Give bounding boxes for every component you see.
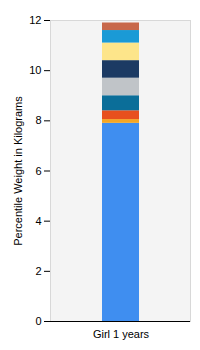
svg-text:2: 2 [35,265,41,277]
svg-text:Girl 1 years: Girl 1 years [93,328,150,340]
svg-text:12: 12 [29,14,41,26]
svg-text:0: 0 [35,315,41,327]
svg-text:6: 6 [35,165,41,177]
svg-text:4: 4 [35,215,41,227]
svg-text:10: 10 [29,64,41,76]
svg-text:8: 8 [35,114,41,126]
svg-text:Percentile Weight in Kilograms: Percentile Weight in Kilograms [12,96,24,246]
